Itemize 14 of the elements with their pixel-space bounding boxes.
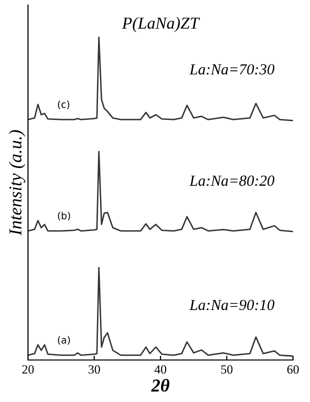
x-tick-label: 20 [22,365,34,374]
x-tick-label: 40 [154,365,166,374]
y-axis-title: Intensity (a.u.) [8,130,26,236]
annotation: La:Na=70:30 [189,64,274,75]
series-label: (a) [58,336,70,345]
chart-title: P(LaNa)ZT [122,17,200,32]
annotation: La:Na=90:10 [189,300,274,310]
x-tick-label: 60 [287,365,299,374]
series-label: (c) [58,100,70,110]
x-tick-label: 30 [88,365,100,374]
annotation: La:Na=80:20 [189,176,274,186]
x-tick-label: 50 [221,365,233,374]
x-axis-title: 2θ [151,378,170,392]
series-label: (b) [58,212,70,220]
